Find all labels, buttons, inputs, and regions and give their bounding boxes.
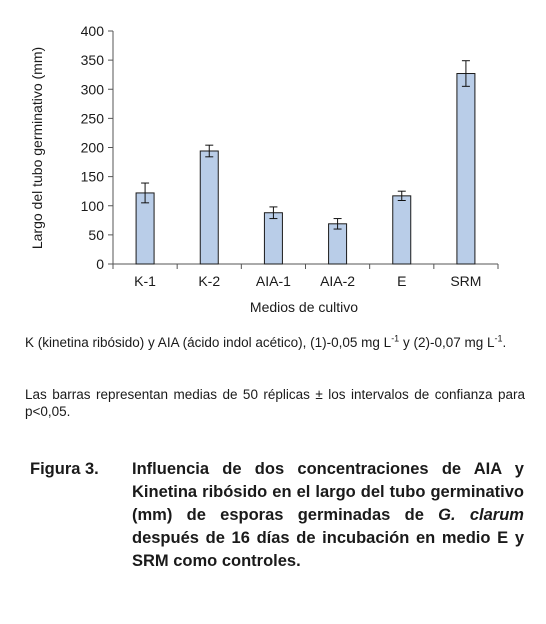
x-tick-label: SRM [450, 273, 481, 289]
figure-caption-text: Influencia de dos concentraciones de AIA… [132, 460, 524, 570]
bar-k-2 [199, 150, 219, 265]
x-tick-label: K-2 [198, 273, 220, 289]
error-bar-k-2 [205, 144, 214, 158]
x-tick-label: AIA-2 [320, 273, 355, 289]
y-tick-label: 150 [81, 169, 105, 185]
y-tick-label: 400 [81, 23, 105, 39]
bar-srm [456, 73, 476, 265]
error-bar-aia-1 [269, 206, 278, 220]
species-name: G. clarum [438, 506, 524, 524]
y-tick-label: 250 [81, 110, 105, 126]
footnote-error-bars: Las barras representan medias de 50 répl… [25, 387, 525, 419]
x-tick-label: K-1 [134, 273, 156, 289]
x-axis-label: Medios de cultivo [250, 299, 358, 315]
bar-chart: 0 50 100 150 200 250 300 350 400 K-1 K-2 AIA-1 AIA-… [29, 23, 499, 315]
error-bar-srm [461, 60, 470, 87]
footnote-abbreviations: K (kinetina ribósido) y AIA (ácido indol… [25, 333, 507, 350]
bar-aia-1 [263, 212, 283, 265]
bar-k-1 [135, 192, 155, 265]
figure-caption: Figura 3. Influencia de dos concentracio… [30, 458, 524, 573]
error-bar-aia-2 [333, 218, 342, 230]
y-tick-label: 200 [81, 140, 105, 156]
x-tick-label: E [397, 273, 406, 289]
bar-e [392, 195, 412, 265]
y-tick-label: 350 [81, 52, 105, 68]
y-axis-label: Largo del tubo germinativo (mm) [29, 47, 45, 249]
y-tick-label: 100 [81, 198, 105, 214]
error-bar-k-1 [141, 182, 150, 204]
bars [135, 60, 476, 265]
y-tick-label: 50 [88, 227, 104, 243]
error-bar-e [397, 190, 406, 202]
y-axis: 0 50 100 150 200 250 300 350 400 [81, 23, 114, 272]
figure-label: Figura 3. [30, 460, 99, 478]
x-axis: K-1 K-2 AIA-1 AIA-2 E SRM [112, 263, 499, 289]
x-tick-label: AIA-1 [256, 273, 291, 289]
y-tick-label: 300 [81, 81, 105, 97]
bar-aia-2 [328, 223, 348, 265]
y-tick-label: 0 [96, 256, 104, 272]
